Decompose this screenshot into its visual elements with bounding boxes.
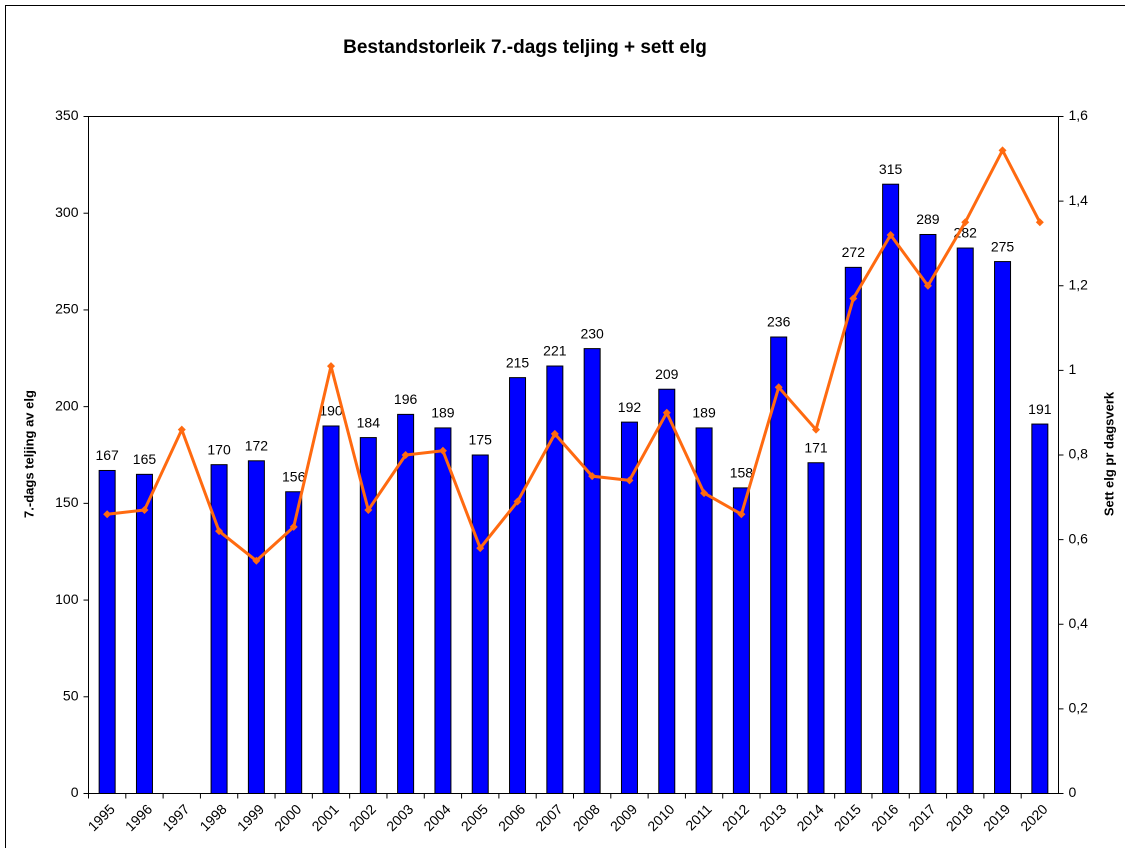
data-label: 171 [804, 439, 828, 455]
data-label: 221 [543, 343, 567, 359]
bar [659, 389, 675, 793]
y-axis-label: 7.-dags teljing av elg [21, 390, 36, 518]
data-label: 209 [655, 366, 679, 382]
y2-tick-label: 1,4 [1069, 192, 1089, 208]
data-label: 158 [730, 465, 754, 481]
data-label: 289 [916, 211, 940, 227]
data-label: 165 [133, 451, 157, 467]
y2-tick-label: 0,6 [1069, 530, 1089, 546]
data-label: 315 [879, 161, 903, 177]
data-label: 230 [580, 325, 604, 341]
bar [286, 492, 302, 794]
bar [808, 463, 824, 794]
data-label: 236 [767, 314, 791, 330]
bar [995, 262, 1011, 794]
data-label: 156 [282, 468, 306, 484]
y-tick-label: 250 [55, 301, 79, 317]
bar [845, 267, 861, 793]
y-tick-label: 100 [55, 591, 79, 607]
y2-tick-label: 0,8 [1069, 446, 1089, 462]
data-label: 175 [469, 432, 493, 448]
y-tick-label: 300 [55, 204, 79, 220]
y-tick-label: 350 [55, 107, 79, 123]
bar [733, 488, 749, 794]
y-tick-label: 0 [71, 784, 79, 800]
data-label: 192 [618, 399, 642, 415]
y-tick-label: 150 [55, 494, 79, 510]
data-label: 196 [394, 391, 418, 407]
bar [584, 349, 600, 794]
bar [510, 378, 526, 794]
bar [323, 426, 339, 794]
bar [920, 234, 936, 793]
data-label: 191 [1028, 401, 1052, 417]
y2-tick-label: 0,4 [1069, 615, 1089, 631]
y2-tick-label: 1,2 [1069, 276, 1089, 292]
data-label: 167 [95, 447, 119, 463]
data-label: 184 [357, 414, 381, 430]
bar [398, 414, 414, 793]
bar [248, 461, 264, 794]
bar [883, 184, 899, 793]
bar [435, 428, 451, 794]
y2-tick-label: 1,6 [1069, 107, 1089, 123]
data-label: 189 [431, 405, 455, 421]
data-label: 275 [991, 238, 1015, 254]
y-tick-label: 200 [55, 397, 79, 413]
data-label: 272 [842, 244, 866, 260]
data-label: 215 [506, 354, 530, 370]
bar [99, 470, 115, 793]
data-label: 170 [207, 441, 231, 457]
y2-tick-label: 0 [1069, 784, 1077, 800]
bar [472, 455, 488, 794]
bar [136, 474, 152, 793]
data-label: 172 [245, 438, 269, 454]
bar [957, 248, 973, 793]
data-label: 189 [692, 405, 716, 421]
y-tick-label: 50 [63, 687, 79, 703]
chart-title: Bestandstorleik 7.-dags teljing + sett e… [343, 37, 707, 58]
y2-tick-label: 1 [1069, 361, 1077, 377]
y2-tick-label: 0,2 [1069, 700, 1089, 716]
bar [1032, 424, 1048, 793]
y2-axis-label: Sett elg pr dagsverk [1101, 391, 1116, 516]
